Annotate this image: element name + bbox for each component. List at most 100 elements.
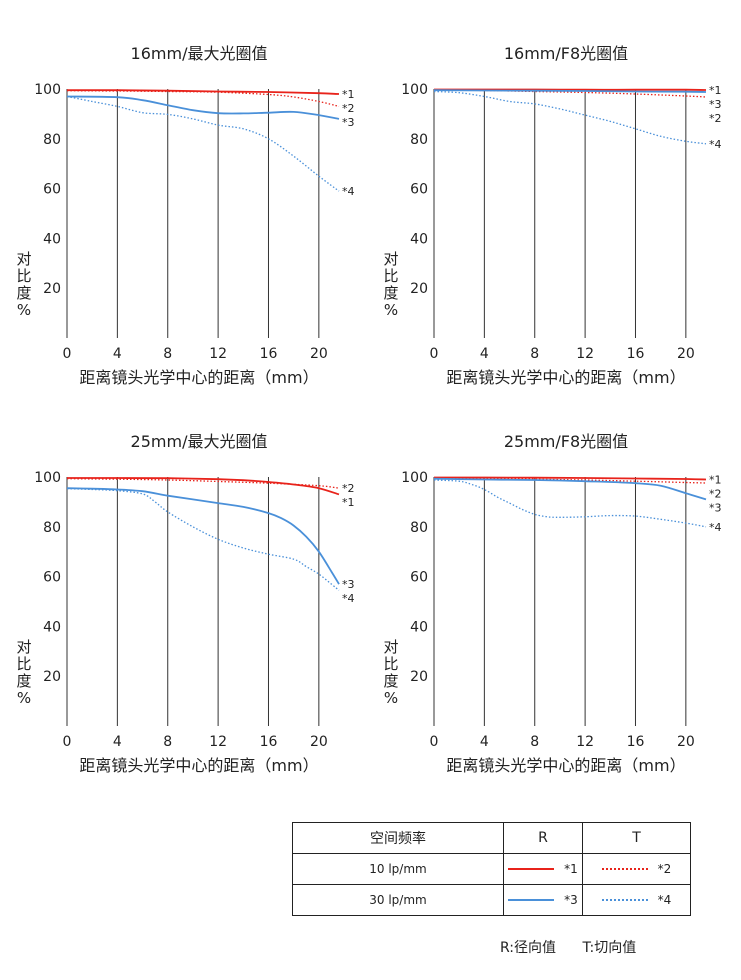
series-end-label: *4 [709,521,722,534]
series-end-label: *2 [342,102,355,115]
x-tick-label: 12 [209,734,227,750]
legend-mark-1: *1 [564,862,578,876]
x-tick-label: 16 [260,346,278,362]
series-end-label: *3 [342,116,355,129]
y-tick-label: 80 [410,132,428,148]
legend-mark-4: *4 [657,893,672,907]
x-tick-label: 0 [63,346,72,362]
x-tick-label: 16 [260,734,278,750]
note-radial: R:径向值 [500,940,557,956]
y-tick-label: 60 [410,182,428,198]
legend-swatch-1 [508,868,555,870]
y-tick-label: 20 [410,281,428,297]
x-tick-label: 0 [63,734,72,750]
legend-r-30-cell: *3 [503,884,583,916]
x-tick-label: 8 [530,734,539,750]
series-line-mark4 [433,479,707,528]
x-tick-label: 12 [209,346,227,362]
series-line-mark4 [433,90,707,145]
series-end-label: *2 [709,112,722,125]
series-line-mark2 [66,478,340,489]
y-tick-label: 60 [43,182,61,198]
y-axis-label: 对比度% [383,638,398,707]
legend-mark-3: *3 [564,893,578,907]
series-line-mark3 [433,477,707,501]
x-tick-label: 0 [430,346,439,362]
legend-freq-10: 10 lp/mm [292,853,504,885]
legend-mark-2: *2 [657,862,672,876]
legend-header-freq: 空间频率 [292,822,504,854]
x-tick-label: 4 [480,346,489,362]
y-axis-label: 对比度% [16,638,31,707]
legend-row-10lp: 10 lp/mm *1 *2 [292,853,691,885]
series-line-mark1 [67,89,340,95]
series-end-label: *4 [342,592,355,605]
series-line-mark4 [66,488,340,591]
x-axis-label: 距离镜头光学中心的距离（mm） [446,756,685,775]
legend-t-30-cell: *4 [582,884,691,916]
series-end-label: *1 [342,496,355,509]
series-line-mark1 [434,88,707,91]
x-tick-label: 8 [163,734,172,750]
series-end-label: *3 [709,501,722,514]
legend-header-row: 空间频率 R T [292,822,691,854]
chart-panel-1: 16mm/最大光圈值 0 4 8 12 16 20 20 40 60 80 100 距离镜头光学中心的距… [16,44,354,387]
x-tick-label: 20 [310,346,328,362]
y-tick-label: 40 [410,619,428,635]
legend-row-30lp: 30 lp/mm *3 *4 [292,884,691,916]
series-line-mark2 [433,477,707,484]
x-tick-label: 20 [310,734,328,750]
y-tick-label: 100 [34,470,61,486]
x-tick-label: 16 [627,346,645,362]
legend-r-30: *3 [504,893,582,907]
series-end-label: *3 [342,578,355,591]
chart-title: 16mm/F8光圈值 [504,44,628,63]
x-axis-label: 距离镜头光学中心的距离（mm） [446,368,685,387]
y-tick-label: 60 [43,570,61,586]
series-end-label: *2 [342,482,355,495]
series-line-mark3 [433,89,707,93]
series-line-mark3 [66,487,340,585]
chart-panel-4: 25mm/F8光圈值 0 4 8 12 16 20 20 40 60 80 100 距离镜头光学中心的距… [383,432,721,775]
chart-panel-2: 16mm/F8光圈值 0 4 8 12 16 20 20 40 60 80 100 距离镜头光学中心的距… [383,44,721,387]
y-tick-label: 40 [43,231,61,247]
legend-r-10: *1 [504,862,582,876]
note-tangential: T:切向值 [582,940,637,956]
y-tick-label: 20 [43,281,61,297]
x-tick-label: 0 [430,734,439,750]
series-end-label: *4 [709,138,722,151]
series-end-label: *1 [709,473,722,486]
y-axis-label: 对比度% [16,250,31,319]
y-tick-label: 80 [410,520,428,536]
series-end-label: *4 [342,185,355,198]
series-line-mark3 [66,95,340,120]
y-tick-label: 100 [401,470,428,486]
legend-table-container: 空间频率 R T 10 lp/mm *1 *2 30 lp/mm [292,822,691,916]
legend-t-30: *4 [583,893,690,907]
y-tick-label: 80 [43,520,61,536]
series-end-label: *1 [342,88,355,101]
legend-t-10: *2 [583,862,690,876]
x-tick-label: 12 [576,346,594,362]
legend-swatch-4 [601,899,648,901]
series-line-mark1 [434,476,707,481]
chart-title: 25mm/最大光圈值 [131,432,268,451]
series-line-mark4 [66,95,340,192]
x-tick-label: 4 [480,734,489,750]
legend-t-10-cell: *2 [582,853,691,885]
x-tick-label: 8 [163,346,172,362]
y-tick-label: 20 [43,669,61,685]
legend-freq-30: 30 lp/mm [292,884,504,916]
rt-note: R:径向值 T:切向值 [500,937,658,957]
legend-swatch-3 [508,899,555,901]
legend-header-t: T [582,822,691,854]
x-tick-label: 8 [530,346,539,362]
series-end-label: *3 [709,98,722,111]
legend-header-r: R [503,822,583,854]
y-axis-label: 对比度% [383,250,398,319]
y-tick-label: 100 [34,82,61,98]
x-tick-label: 20 [677,734,695,750]
y-tick-label: 80 [43,132,61,148]
x-tick-label: 12 [576,734,594,750]
